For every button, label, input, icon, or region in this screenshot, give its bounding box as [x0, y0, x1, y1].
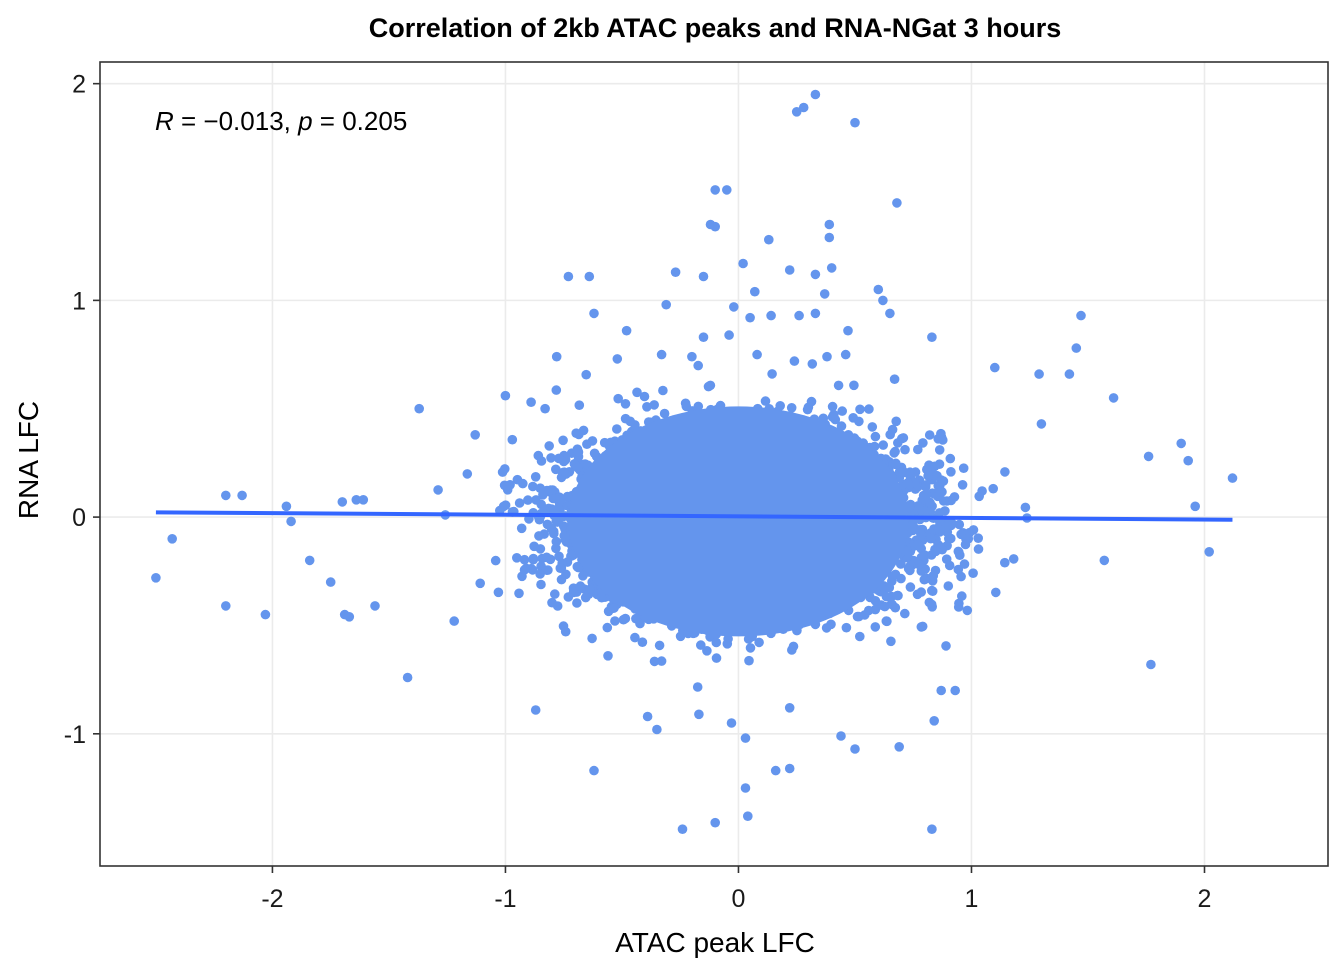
cloud-point — [962, 605, 973, 616]
cloud-point — [870, 431, 881, 442]
cloud-point — [475, 578, 486, 589]
cloud-point — [519, 554, 530, 565]
cloud-point — [573, 562, 584, 573]
cloud-point — [502, 485, 513, 495]
cloud-point — [1000, 557, 1010, 568]
cloud-point — [900, 444, 910, 455]
cloud-point — [612, 424, 622, 434]
cloud-point — [620, 399, 631, 409]
cloud-point — [582, 439, 592, 450]
cloud-point — [867, 422, 878, 432]
cloud-point — [954, 547, 964, 558]
cloud-point — [610, 616, 620, 626]
cloud-point — [1020, 502, 1031, 513]
cloud-point — [745, 643, 756, 653]
cloud-point — [959, 559, 970, 569]
cloud-point — [954, 519, 965, 530]
cloud-point — [546, 453, 556, 463]
cloud-point — [692, 682, 703, 692]
cloud-point — [656, 656, 667, 666]
cloud-point — [512, 553, 522, 563]
cloud-point — [744, 655, 754, 666]
cloud-point — [630, 632, 640, 643]
cloud-point — [571, 428, 581, 439]
cloud-point — [919, 574, 930, 585]
cloud-point — [470, 430, 481, 440]
cloud-point — [924, 430, 935, 440]
cloud-point — [973, 533, 983, 543]
cloud-point — [544, 441, 554, 451]
cloud-point — [941, 641, 951, 651]
cloud-point — [767, 369, 777, 379]
cloud-point — [535, 544, 546, 554]
cloud-point — [833, 380, 844, 391]
cloud-point — [864, 404, 874, 414]
cloud-point — [905, 582, 916, 592]
cloud-point — [991, 587, 1001, 598]
cloud-point — [578, 425, 589, 436]
cloud-point — [536, 579, 546, 590]
cloud-point — [705, 380, 716, 391]
cloud-point — [878, 440, 888, 450]
cloud-point — [946, 467, 956, 477]
cloud-point — [530, 472, 541, 482]
cloud-point — [654, 640, 665, 651]
cloud-point — [1008, 554, 1019, 564]
cloud-point — [637, 637, 648, 647]
cloud-point — [514, 588, 524, 599]
cloud-point — [659, 408, 670, 419]
cloud-point — [546, 523, 557, 534]
cloud-point — [787, 645, 797, 655]
cloud-point — [711, 653, 722, 663]
cloud-point — [821, 623, 832, 633]
dense-point-cloud — [433, 359, 1032, 692]
cloud-point — [754, 637, 764, 648]
chart-title: Correlation of 2kb ATAC peaks and RNA-NG… — [369, 13, 1062, 43]
cloud-point — [927, 586, 938, 596]
cloud-point — [702, 646, 712, 656]
cloud-point — [934, 445, 945, 455]
cloud-point — [550, 589, 560, 599]
cloud-point — [917, 621, 928, 632]
cloud-point — [581, 369, 591, 380]
cloud-point — [516, 523, 527, 534]
cloud-point — [639, 391, 650, 402]
cloud-point — [893, 438, 903, 448]
cloud-point — [649, 400, 659, 410]
cloud-point — [988, 483, 998, 494]
cloud-point — [920, 550, 930, 560]
cloud-point — [722, 639, 733, 649]
cloud-point — [572, 598, 582, 608]
cloud-point — [803, 402, 814, 413]
cloud-point — [944, 533, 954, 544]
cloud-point — [560, 626, 571, 637]
cloud-point — [620, 613, 631, 624]
cloud-point — [462, 469, 473, 479]
